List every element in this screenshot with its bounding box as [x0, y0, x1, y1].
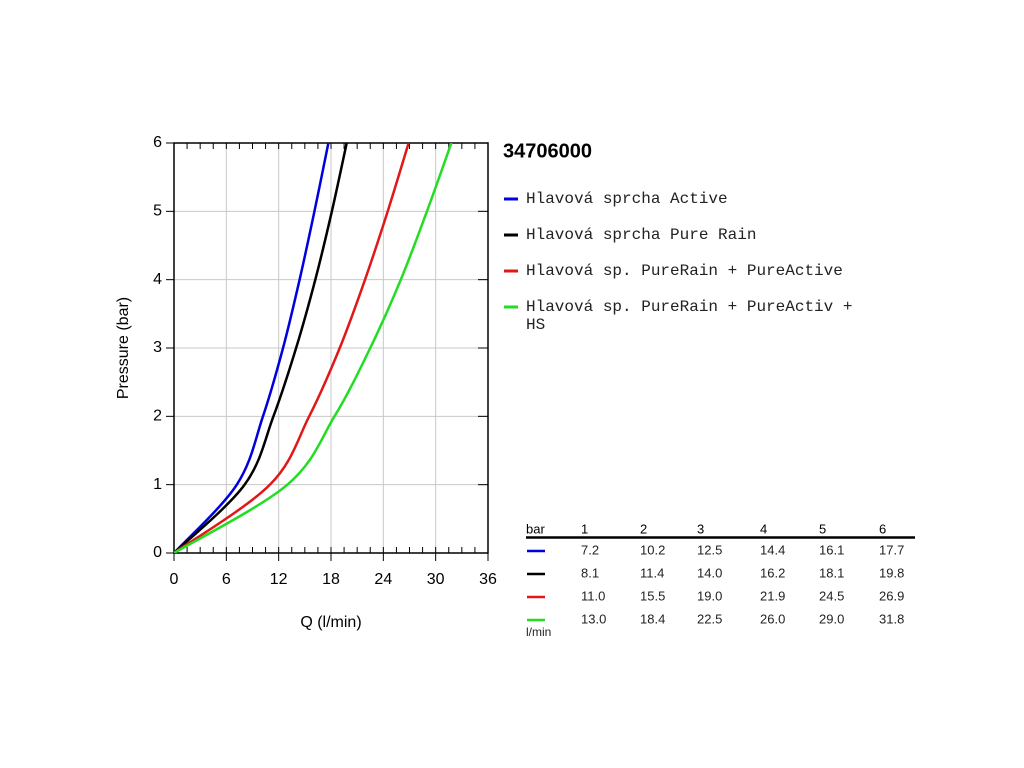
x-tick-label: 30 [427, 571, 445, 588]
table-cell: 29.0 [819, 611, 844, 626]
table-header: 4 [760, 521, 767, 536]
table-cell: 22.5 [697, 611, 722, 626]
table-cell: 17.7 [879, 542, 904, 557]
table-cell: 16.2 [760, 565, 785, 580]
table-cell: 19.0 [697, 588, 722, 603]
table-cell: 11.4 [640, 565, 664, 580]
x-tick-label: 12 [270, 571, 288, 588]
table-cell: 26.9 [879, 588, 904, 603]
table-unit: l/min [526, 625, 551, 639]
table-cell: 13.0 [581, 611, 606, 626]
x-tick-label: 24 [374, 571, 392, 588]
table-cell: 18.1 [819, 565, 844, 580]
y-axis-label: Pressure (bar) [115, 297, 132, 399]
series-line [174, 143, 453, 553]
table-header: 6 [879, 521, 886, 536]
legend-label: Hlavová sp. PureRain + PureActive [526, 262, 843, 280]
table-cell: 7.2 [581, 542, 599, 557]
table-cell: 16.1 [819, 542, 844, 557]
table-header: 2 [640, 521, 647, 536]
chart-title: 34706000 [503, 140, 592, 162]
y-tick-label: 2 [153, 408, 162, 425]
y-tick-label: 3 [153, 339, 162, 356]
table-cell: 31.8 [879, 611, 904, 626]
legend-label: Hlavová sp. PureRain + PureActiv + HS [526, 298, 853, 334]
y-tick-label: 6 [153, 134, 162, 151]
x-tick-label: 6 [222, 571, 231, 588]
table-header: 3 [697, 521, 704, 536]
x-axis-label: Q (l/min) [300, 614, 361, 631]
series-line [174, 143, 330, 553]
table-cell: 26.0 [760, 611, 785, 626]
table-cell: 8.1 [581, 565, 599, 580]
table-header: 5 [819, 521, 826, 536]
table-cell: 18.4 [640, 611, 665, 626]
table-cell: 10.2 [640, 542, 665, 557]
y-tick-label: 0 [153, 544, 162, 561]
legend-label: Hlavová sprcha Pure Rain [526, 226, 757, 244]
table-cell: 19.8 [879, 565, 904, 580]
table-cell: 12.5 [697, 542, 722, 557]
table-cell: 14.0 [697, 565, 722, 580]
series-line [174, 143, 410, 553]
x-tick-label: 18 [322, 571, 340, 588]
plot-frame [173, 142, 489, 554]
legend-label: Hlavová sprcha Active [526, 190, 728, 208]
table-header: bar [526, 521, 545, 536]
y-tick-label: 5 [153, 203, 162, 220]
table-cell: 21.9 [760, 588, 785, 603]
y-tick-label: 1 [153, 476, 162, 493]
table-header: 1 [581, 521, 588, 536]
table-cell: 15.5 [640, 588, 665, 603]
x-tick-label: 0 [170, 571, 179, 588]
x-tick-label: 36 [479, 571, 497, 588]
table-cell: 24.5 [819, 588, 844, 603]
y-tick-label: 4 [153, 271, 162, 288]
table-cell: 14.4 [760, 542, 785, 557]
table-cell: 11.0 [581, 588, 605, 603]
series-line [174, 143, 348, 553]
